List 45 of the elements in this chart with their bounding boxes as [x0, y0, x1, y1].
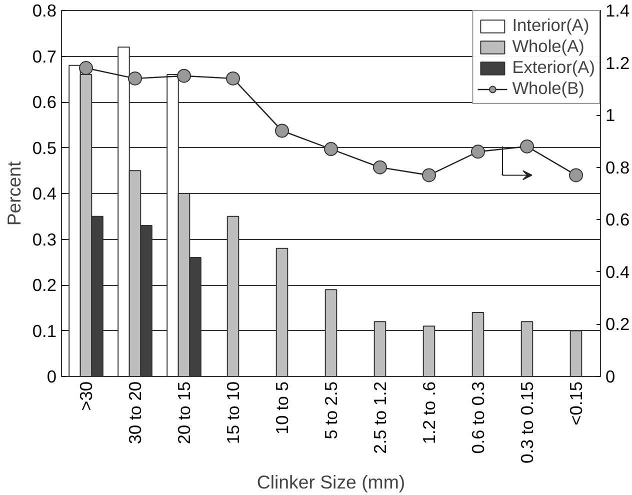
y2-tick-label: 0: [606, 366, 616, 386]
y2-tick-label: 1: [606, 105, 616, 126]
x-tick-label: >30: [76, 381, 96, 411]
point: [226, 71, 240, 86]
x-tick-label: 1.2 to .6: [419, 381, 439, 444]
y-tick-label: 0.7: [32, 46, 57, 66]
x-tick-label: <0.15: [566, 381, 586, 426]
y-tick-label: 0: [46, 366, 57, 386]
y2-tick-label: 0.2: [606, 314, 630, 334]
y-tick-label: 0.5: [32, 138, 57, 158]
y2-tick-label: 0.4: [606, 262, 630, 282]
point: [275, 124, 289, 138]
point: [569, 168, 583, 182]
point: [79, 61, 93, 75]
legend-label: Exterior(A): [512, 57, 595, 78]
x-tick-label: 0.6 to 0.3: [468, 381, 488, 454]
y-tick-label: 0.4: [32, 184, 57, 204]
x-axis-title: Clinker Size (mm): [256, 471, 406, 492]
point: [471, 144, 485, 159]
y-axis-title: Percent: [3, 160, 24, 226]
x-tick-label: 20 to 15: [174, 381, 194, 444]
y-tick-label: 0.1: [32, 320, 57, 341]
y2-tick-label: 1.4: [606, 0, 630, 20]
x-tick-label: 0.3 to 0.15: [517, 381, 537, 464]
y-tick-label: 0.6: [32, 92, 57, 112]
x-tick-label: 5 to 2.5: [321, 381, 341, 440]
y-tick-label: 0.8: [32, 0, 57, 20]
point: [324, 142, 338, 156]
x-tick-label: 30 to 20: [125, 381, 145, 444]
point: [373, 160, 387, 174]
x-tick-label: 2.5 to 1.2: [370, 381, 390, 454]
y-tick-label: 0.3: [32, 229, 57, 250]
legend-label: Whole(B): [512, 78, 584, 99]
x-tick-label: 15 to 10: [223, 381, 243, 444]
point: [128, 71, 142, 86]
point: [177, 68, 191, 83]
y-tick-label: 0.2: [32, 275, 57, 295]
legend-label: Interior(A): [512, 15, 590, 36]
y2-tick-label: 1.2: [606, 52, 630, 73]
y2-tick-label: 0.8: [606, 157, 630, 178]
point: [520, 139, 534, 154]
x-tick-label: 10 to 5: [272, 381, 292, 434]
point: [422, 168, 436, 182]
legend-label: Whole(A): [512, 36, 584, 57]
y2-tick-label: 0.6: [606, 210, 630, 230]
